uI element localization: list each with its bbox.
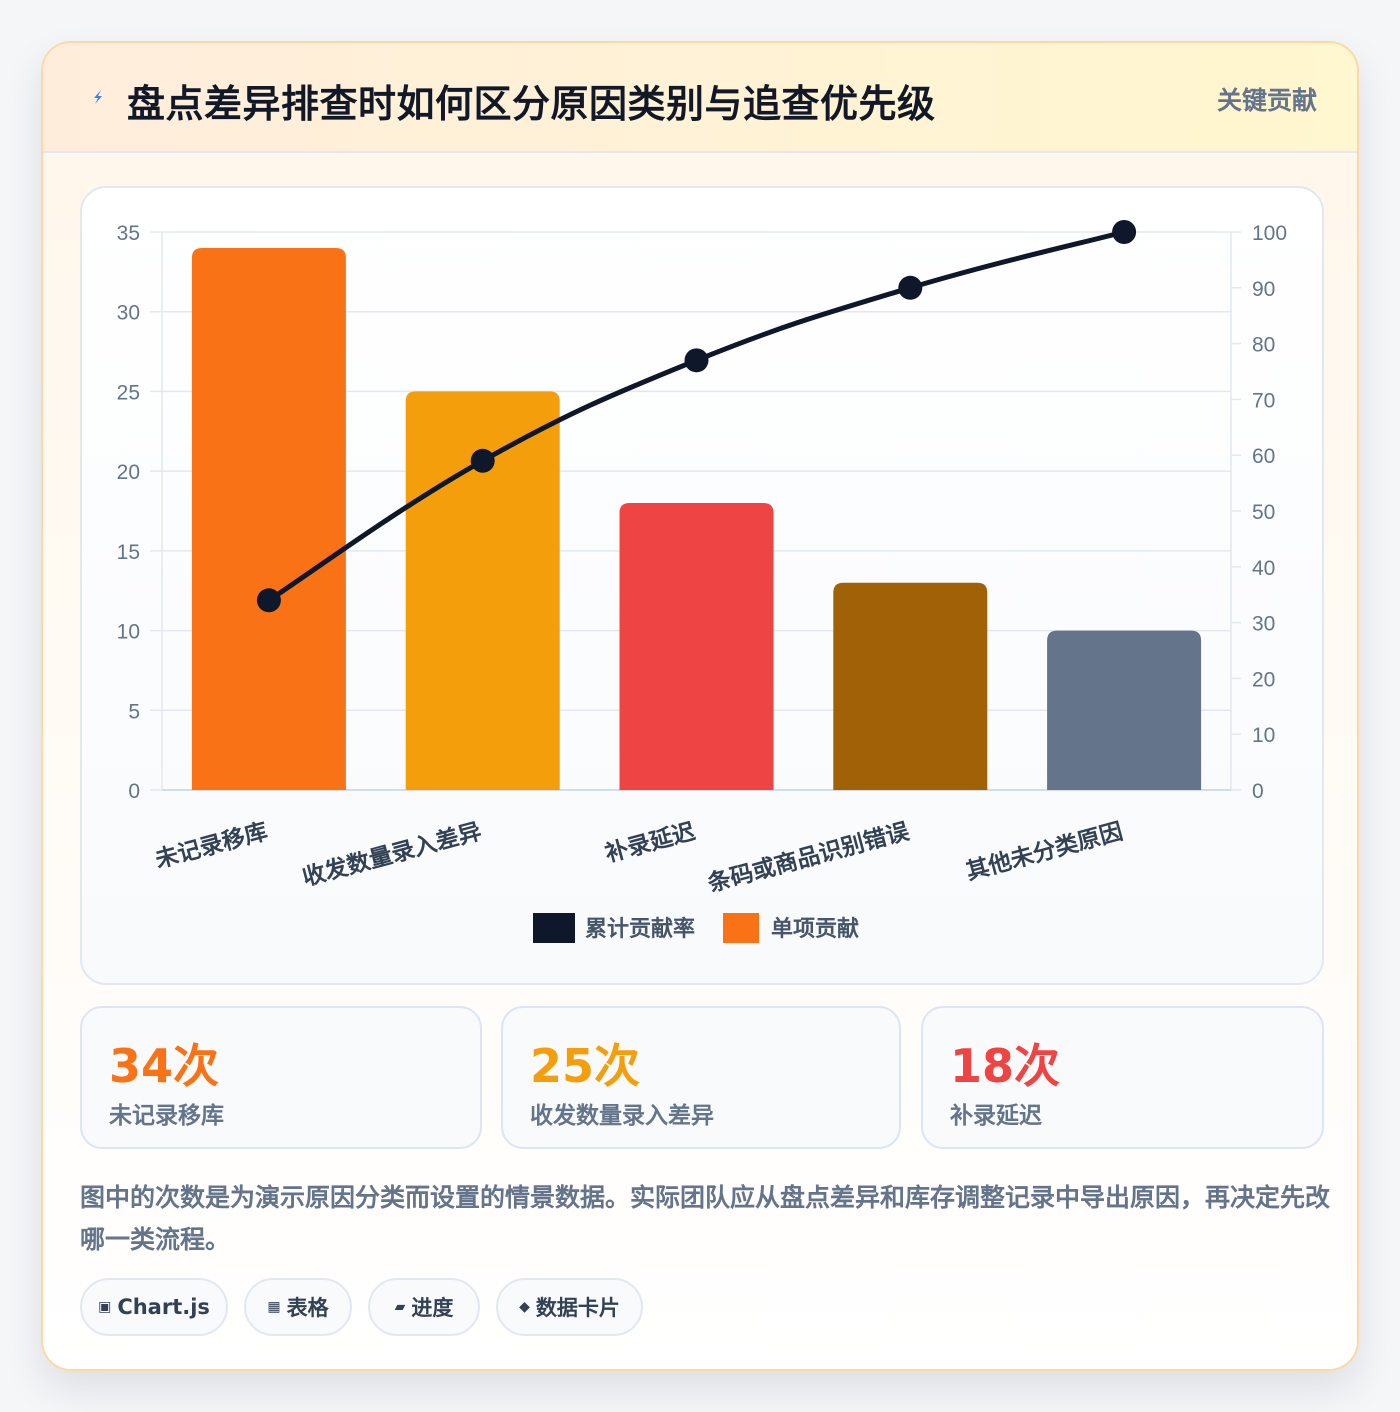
tag-progress[interactable]: ▰ 进度: [368, 1278, 480, 1336]
tag-label: 进度: [411, 1296, 454, 1320]
chart-icon: ▣: [98, 1299, 112, 1315]
stat-card-1: 34次 未记录移库: [80, 1006, 482, 1149]
tag-table[interactable]: ▦ 表格: [244, 1278, 352, 1336]
y-right-tick-label: 90: [1252, 278, 1275, 301]
stat-value: 25次: [530, 1039, 641, 1093]
stat-value: 18次: [950, 1039, 1061, 1093]
legend-label: 累计贡献率: [585, 916, 695, 942]
y-left-tick-label: 25: [117, 381, 140, 404]
stat-label: 收发数量录入差异: [530, 1103, 714, 1129]
stat-card-3: 18次 补录延迟: [921, 1006, 1324, 1149]
chart-note: 图中的次数是为演示原因分类而设置的情景数据。实际团队应从盘点差异和库存调整记录中…: [80, 1183, 1331, 1254]
legend-swatch: [533, 913, 575, 943]
y-right-tick-label: 20: [1252, 668, 1275, 691]
cumulative-point: [470, 448, 495, 473]
y-right-tick-label: 60: [1252, 445, 1275, 468]
table-icon: ▦: [267, 1299, 281, 1315]
y-right-tick-label: 80: [1252, 334, 1275, 357]
bar: [405, 391, 560, 790]
y-left-tick-label: 10: [117, 621, 140, 644]
stat-card-2: 25次 收发数量录入差异: [501, 1006, 901, 1149]
key-contribution-badge: 关键贡献: [1216, 86, 1317, 115]
tag-label: Chart.js: [117, 1295, 210, 1319]
y-right-tick-label: 10: [1252, 724, 1275, 747]
main-card: 盘点差异排查时如何区分原因类别与追查优先级 关键贡献 0 5 10 15 20 25 30 3…: [41, 41, 1359, 1371]
x-tick-label: 其他未分类原因: [963, 819, 1125, 886]
y-right-tick-label: 0: [1252, 780, 1264, 803]
tag-label: 数据卡片: [535, 1296, 620, 1320]
y-right-tick-label: 50: [1252, 501, 1275, 524]
y-left-tick-label: 35: [117, 222, 140, 245]
stat-value: 34次: [109, 1039, 220, 1093]
card-header: 盘点差异排查时如何区分原因类别与追查优先级 关键贡献: [43, 43, 1357, 153]
bar: [833, 582, 988, 790]
y-left-tick-label: 30: [117, 302, 140, 325]
cumulative-point: [256, 588, 281, 613]
bar: [619, 503, 774, 790]
progress-icon: ▰: [394, 1299, 406, 1315]
cumulative-point: [898, 275, 923, 300]
y-left-tick-label: 5: [128, 700, 140, 723]
stat-label: 未记录移库: [109, 1103, 224, 1129]
pareto-chart: 0 5 10 15 20 25 30 35 0 10 20 30 40 50 60 70 80 90 100 未记录移…: [80, 186, 1324, 985]
y-right-tick-label: 40: [1252, 557, 1275, 580]
page-title: 盘点差异排查时如何区分原因类别与追查优先级: [127, 82, 936, 126]
chart-svg: 0 5 10 15 20 25 30 35 0 10 20 30 40 50 60 70 80 90 100 未记录移…: [117, 220, 1287, 943]
x-tick-label: 未记录移库: [153, 819, 271, 874]
y-left-tick-label: 20: [117, 461, 140, 484]
bar: [1047, 630, 1202, 790]
x-tick-label: 补录延迟: [602, 819, 698, 868]
legend-label: 单项贡献: [771, 916, 859, 942]
legend-swatch: [723, 913, 759, 943]
y-right-tick-label: 30: [1252, 613, 1275, 636]
cumulative-point: [684, 348, 709, 373]
bar: [191, 247, 346, 790]
lightning-icon: [94, 90, 102, 104]
tag-data-card[interactable]: ◆ 数据卡片: [496, 1278, 643, 1336]
tag-chartjs[interactable]: ▣ Chart.js: [80, 1278, 228, 1336]
y-left-tick-label: 15: [117, 541, 140, 564]
stat-label: 补录延迟: [950, 1103, 1042, 1129]
y-right-tick-label: 100: [1252, 222, 1287, 245]
tag-label: 表格: [286, 1296, 329, 1320]
y-right-tick-label: 70: [1252, 389, 1275, 412]
cumulative-point: [1112, 220, 1137, 244]
x-tick-label: 条码或商品识别错误: [705, 817, 913, 897]
y-left-tick-label: 0: [128, 780, 140, 803]
data-card-icon: ◆: [519, 1299, 530, 1315]
x-tick-label: 收发数量录入差异: [300, 818, 485, 892]
